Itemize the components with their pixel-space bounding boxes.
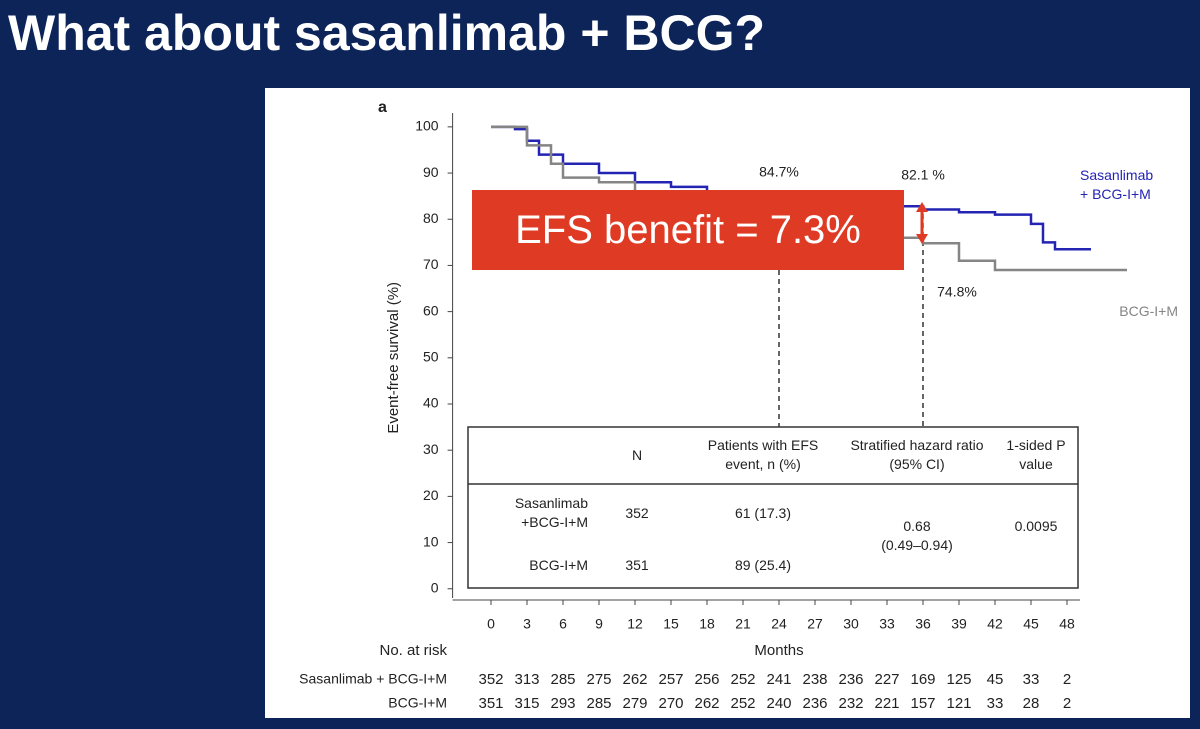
table-cell: 61 (17.3) [734, 505, 792, 521]
panel-label: a [378, 99, 387, 116]
risk-table-title: No. at risk [379, 642, 447, 659]
y-tick-label: 30 [423, 441, 439, 457]
risk-count: 221 [874, 695, 899, 712]
risk-count: 275 [586, 671, 611, 688]
y-tick-label: 100 [415, 118, 439, 134]
risk-count: 33 [1023, 671, 1040, 688]
table-header: N [631, 447, 643, 463]
risk-count: 285 [550, 671, 575, 688]
x-tick-label: 33 [879, 616, 895, 632]
risk-count: 227 [874, 671, 899, 688]
x-tick-label: 24 [771, 616, 787, 632]
risk-count: 352 [478, 671, 503, 688]
x-tick-label: 9 [595, 616, 603, 632]
slide-title: What about sasanlimab + BCG? [8, 5, 766, 61]
y-tick-label: 80 [423, 210, 439, 226]
annotation: 84.7% [759, 164, 799, 180]
y-tick-label: 0 [431, 579, 439, 595]
risk-count: 2 [1063, 695, 1071, 712]
risk-count: 252 [730, 695, 755, 712]
risk-count: 238 [802, 671, 827, 688]
risk-count: 157 [910, 695, 935, 712]
x-tick-label: 45 [1023, 616, 1039, 632]
x-tick-label: 30 [843, 616, 859, 632]
risk-count: 252 [730, 671, 755, 688]
risk-count: 262 [694, 695, 719, 712]
y-axis-label: Event-free survival (%) [385, 282, 402, 434]
risk-count: 232 [838, 695, 863, 712]
y-tick-label: 10 [423, 533, 439, 549]
risk-count: 45 [987, 671, 1004, 688]
risk-count: 256 [694, 671, 719, 688]
table-cell: 0.68 [903, 518, 931, 534]
risk-count: 293 [550, 695, 575, 712]
risk-count: 279 [622, 695, 647, 712]
y-tick-label: 70 [423, 256, 439, 272]
x-tick-label: 48 [1059, 616, 1075, 632]
risk-count: 2 [1063, 671, 1071, 688]
risk-count: 351 [478, 695, 503, 712]
risk-count: 241 [766, 671, 791, 688]
table-header: Patients with EFS event, n (%) [707, 437, 819, 472]
risk-count: 125 [946, 671, 971, 688]
x-tick-label: 6 [559, 616, 567, 632]
risk-count: 313 [514, 671, 539, 688]
risk-count: 240 [766, 695, 791, 712]
table-cell: 352 [625, 505, 649, 521]
table-cell: (0.49–0.94) [881, 537, 953, 553]
risk-count: 169 [910, 671, 935, 688]
y-tick-label: 40 [423, 395, 439, 411]
risk-count: 270 [658, 695, 683, 712]
risk-count: 33 [987, 695, 1004, 712]
x-axis-label: Months [754, 642, 803, 659]
table-cell: 89 (25.4) [734, 557, 792, 573]
x-tick-label: 27 [807, 616, 823, 632]
risk-count: 257 [658, 671, 683, 688]
risk-count: 236 [802, 695, 827, 712]
y-tick-label: 20 [423, 487, 439, 503]
y-tick-label: 90 [423, 164, 439, 180]
table-cell: BCG-I+M [529, 557, 588, 573]
x-tick-label: 3 [523, 616, 531, 632]
table-header: 1-sided P value [1006, 437, 1066, 472]
table-cell: 351 [625, 557, 649, 573]
arrow-head [916, 202, 928, 244]
y-tick-label: 60 [423, 302, 439, 318]
risk-row-label: BCG-I+M [388, 695, 447, 711]
risk-count: 121 [946, 695, 971, 712]
annotation: 82.1 % [901, 167, 945, 183]
x-tick-label: 42 [987, 616, 1003, 632]
annotation: 74.8% [937, 284, 977, 300]
risk-count: 262 [622, 671, 647, 688]
x-tick-label: 18 [699, 616, 715, 632]
risk-count: 236 [838, 671, 863, 688]
risk-count: 28 [1023, 695, 1040, 712]
summary-table-box [467, 426, 1079, 589]
callout: EFS benefit = 7.3% [472, 190, 904, 270]
risk-count: 285 [586, 695, 611, 712]
y-tick-label: 50 [423, 349, 439, 365]
x-tick-label: 12 [627, 616, 643, 632]
x-tick-label: 21 [735, 616, 751, 632]
risk-count: 315 [514, 695, 539, 712]
table-header: Stratified hazard ratio (95% CI) [850, 437, 984, 472]
risk-row-label: Sasanlimab + BCG-I+M [299, 671, 447, 687]
legend-label: BCG-I+M [1119, 303, 1178, 319]
x-tick-label: 39 [951, 616, 967, 632]
x-tick-label: 36 [915, 616, 931, 632]
legend-label: Sasanlimab + BCG-I+M [1080, 167, 1154, 202]
table-cell: 0.0095 [1014, 518, 1058, 534]
x-tick-label: 0 [487, 616, 495, 632]
table-cell: Sasanlimab +BCG-I+M [514, 495, 588, 530]
x-tick-label: 15 [663, 616, 679, 632]
